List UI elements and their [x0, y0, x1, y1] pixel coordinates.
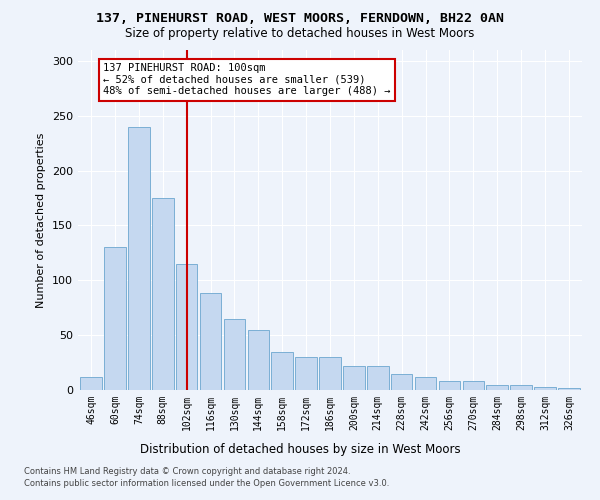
Bar	[271, 352, 293, 390]
Bar	[224, 318, 245, 390]
Text: Size of property relative to detached houses in West Moors: Size of property relative to detached ho…	[125, 28, 475, 40]
Bar	[295, 357, 317, 390]
Text: Contains public sector information licensed under the Open Government Licence v3: Contains public sector information licen…	[24, 479, 389, 488]
Bar	[248, 330, 269, 390]
Bar	[319, 357, 341, 390]
Text: Distribution of detached houses by size in West Moors: Distribution of detached houses by size …	[140, 442, 460, 456]
Text: Contains HM Land Registry data © Crown copyright and database right 2024.: Contains HM Land Registry data © Crown c…	[24, 468, 350, 476]
Bar	[128, 127, 149, 390]
Text: 137 PINEHURST ROAD: 100sqm
← 52% of detached houses are smaller (539)
48% of sem: 137 PINEHURST ROAD: 100sqm ← 52% of deta…	[103, 63, 391, 96]
Bar	[80, 377, 102, 390]
Bar	[439, 381, 460, 390]
Bar	[200, 294, 221, 390]
Bar	[534, 386, 556, 390]
Bar	[152, 198, 173, 390]
Bar	[104, 248, 126, 390]
Bar	[367, 366, 389, 390]
Text: 137, PINEHURST ROAD, WEST MOORS, FERNDOWN, BH22 0AN: 137, PINEHURST ROAD, WEST MOORS, FERNDOW…	[96, 12, 504, 26]
Bar	[463, 381, 484, 390]
Bar	[415, 377, 436, 390]
Bar	[511, 384, 532, 390]
Bar	[343, 366, 365, 390]
Bar	[487, 384, 508, 390]
Y-axis label: Number of detached properties: Number of detached properties	[37, 132, 46, 308]
Bar	[558, 388, 580, 390]
Bar	[391, 374, 412, 390]
Bar	[176, 264, 197, 390]
